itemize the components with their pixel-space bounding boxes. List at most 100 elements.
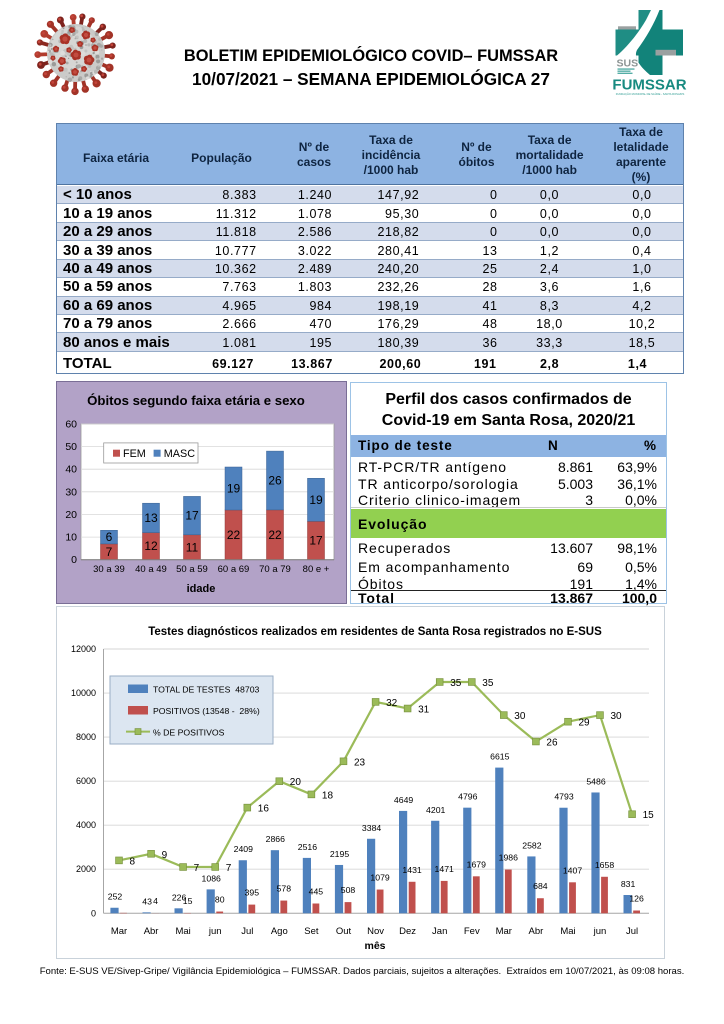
svg-text:252: 252	[108, 892, 123, 902]
svg-text:17: 17	[185, 509, 199, 523]
svg-text:40 a 49: 40 a 49	[135, 564, 167, 575]
svg-text:7: 7	[226, 863, 232, 874]
svg-text:3384: 3384	[362, 823, 381, 833]
svg-text:445: 445	[309, 887, 324, 897]
svg-text:FEM: FEM	[123, 448, 146, 460]
svg-text:6000: 6000	[76, 776, 96, 786]
svg-text:30: 30	[611, 711, 623, 722]
svg-text:20: 20	[290, 777, 302, 788]
svg-text:18: 18	[322, 790, 334, 801]
svg-text:831: 831	[621, 879, 636, 889]
svg-text:4201: 4201	[426, 805, 445, 815]
svg-text:16: 16	[258, 804, 270, 815]
svg-text:FUNDAÇÃO MUNICIPAL DE SAÚDE -: FUNDAÇÃO MUNICIPAL DE SAÚDE - SANTA ROSA…	[616, 91, 685, 96]
svg-text:13: 13	[144, 511, 158, 525]
svg-text:Mai: Mai	[560, 926, 575, 937]
svg-text:2582: 2582	[522, 840, 541, 850]
svg-text:70 a 79: 70 a 79	[259, 564, 291, 575]
svg-text:30: 30	[65, 486, 77, 498]
svg-text:4649: 4649	[394, 795, 413, 805]
svg-text:23: 23	[354, 757, 366, 768]
svg-text:SUS: SUS	[617, 58, 639, 70]
svg-text:2000: 2000	[76, 864, 96, 874]
svg-text:Out: Out	[336, 926, 352, 937]
svg-text:1079: 1079	[370, 873, 389, 883]
svg-text:Dez: Dez	[399, 926, 416, 937]
svg-text:1658: 1658	[595, 860, 614, 870]
svg-text:29: 29	[579, 718, 591, 729]
svg-text:22: 22	[227, 528, 241, 542]
svg-text:32: 32	[386, 698, 398, 709]
svg-text:578: 578	[277, 884, 292, 894]
svg-text:jun: jun	[208, 926, 222, 937]
svg-text:43: 43	[142, 896, 152, 906]
svg-text:226: 226	[172, 892, 187, 902]
svg-text:1431: 1431	[402, 865, 421, 875]
svg-text:4000: 4000	[76, 820, 96, 830]
svg-text:26: 26	[546, 738, 558, 749]
svg-text:Set: Set	[304, 926, 319, 937]
svg-text:30: 30	[514, 711, 526, 722]
svg-text:0: 0	[91, 908, 96, 918]
svg-text:0: 0	[71, 554, 77, 566]
svg-text:2866: 2866	[266, 834, 285, 844]
svg-text:idade: idade	[187, 583, 216, 595]
svg-text:35: 35	[482, 678, 494, 689]
svg-text:9: 9	[162, 850, 168, 861]
svg-text:126: 126	[629, 894, 644, 904]
svg-text:12: 12	[144, 539, 158, 553]
svg-text:684: 684	[533, 881, 548, 891]
svg-text:1986: 1986	[499, 853, 518, 863]
svg-text:22: 22	[268, 528, 282, 542]
svg-text:2516: 2516	[298, 842, 317, 852]
svg-text:1679: 1679	[467, 859, 486, 869]
svg-text:11: 11	[186, 540, 199, 554]
svg-text:Jan: Jan	[432, 926, 447, 937]
svg-text:4: 4	[153, 896, 158, 906]
svg-text:31: 31	[418, 705, 430, 716]
svg-text:1086: 1086	[202, 873, 221, 883]
svg-text:508: 508	[341, 885, 356, 895]
svg-text:19: 19	[227, 482, 241, 496]
svg-text:80 e +: 80 e +	[303, 564, 330, 575]
svg-text:2195: 2195	[330, 849, 349, 859]
svg-text:35: 35	[450, 678, 462, 689]
svg-text:50: 50	[65, 441, 77, 453]
svg-text:mês: mês	[364, 940, 385, 952]
svg-text:395: 395	[245, 888, 260, 898]
svg-text:FUMSSAR: FUMSSAR	[612, 77, 686, 94]
svg-text:Testes diagnósticos realizados: Testes diagnósticos realizados em reside…	[148, 626, 602, 638]
svg-text:8000: 8000	[76, 732, 96, 742]
svg-text:60: 60	[65, 419, 77, 431]
svg-text:17: 17	[309, 534, 323, 548]
svg-text:6615: 6615	[490, 752, 509, 762]
svg-text:Óbitos segundo faixa etária e: Óbitos segundo faixa etária e sexo	[87, 393, 305, 408]
svg-text:1407: 1407	[563, 865, 582, 875]
svg-text:% DE POSITIVOS: % DE POSITIVOS	[153, 728, 225, 738]
svg-text:Ago: Ago	[271, 926, 288, 937]
svg-text:10000: 10000	[71, 688, 96, 698]
svg-text:Mar: Mar	[496, 926, 512, 937]
svg-text:6: 6	[106, 530, 113, 544]
svg-text:1471: 1471	[435, 864, 454, 874]
svg-text:10: 10	[65, 532, 77, 544]
svg-text:5486: 5486	[586, 777, 605, 787]
svg-text:Mai: Mai	[175, 926, 190, 937]
svg-text:12000: 12000	[71, 644, 96, 654]
svg-text:7: 7	[194, 863, 200, 874]
svg-text:50 a 59: 50 a 59	[176, 564, 208, 575]
svg-text:15: 15	[183, 896, 193, 906]
svg-text:19: 19	[309, 493, 323, 507]
svg-text:Jul: Jul	[626, 926, 638, 937]
svg-text:7: 7	[106, 545, 113, 559]
svg-text:MASC: MASC	[164, 448, 195, 460]
svg-text:Fev: Fev	[464, 926, 480, 937]
svg-text:8: 8	[130, 856, 136, 867]
svg-text:Abr: Abr	[529, 926, 544, 937]
svg-text:60 a 69: 60 a 69	[218, 564, 250, 575]
svg-text:Abr: Abr	[144, 926, 159, 937]
svg-text:30 a 39: 30 a 39	[93, 564, 125, 575]
svg-text:2409: 2409	[234, 844, 253, 854]
svg-text:TOTAL DE TESTES 48703: TOTAL DE TESTES 48703	[153, 685, 260, 695]
svg-text:Jul: Jul	[241, 926, 253, 937]
